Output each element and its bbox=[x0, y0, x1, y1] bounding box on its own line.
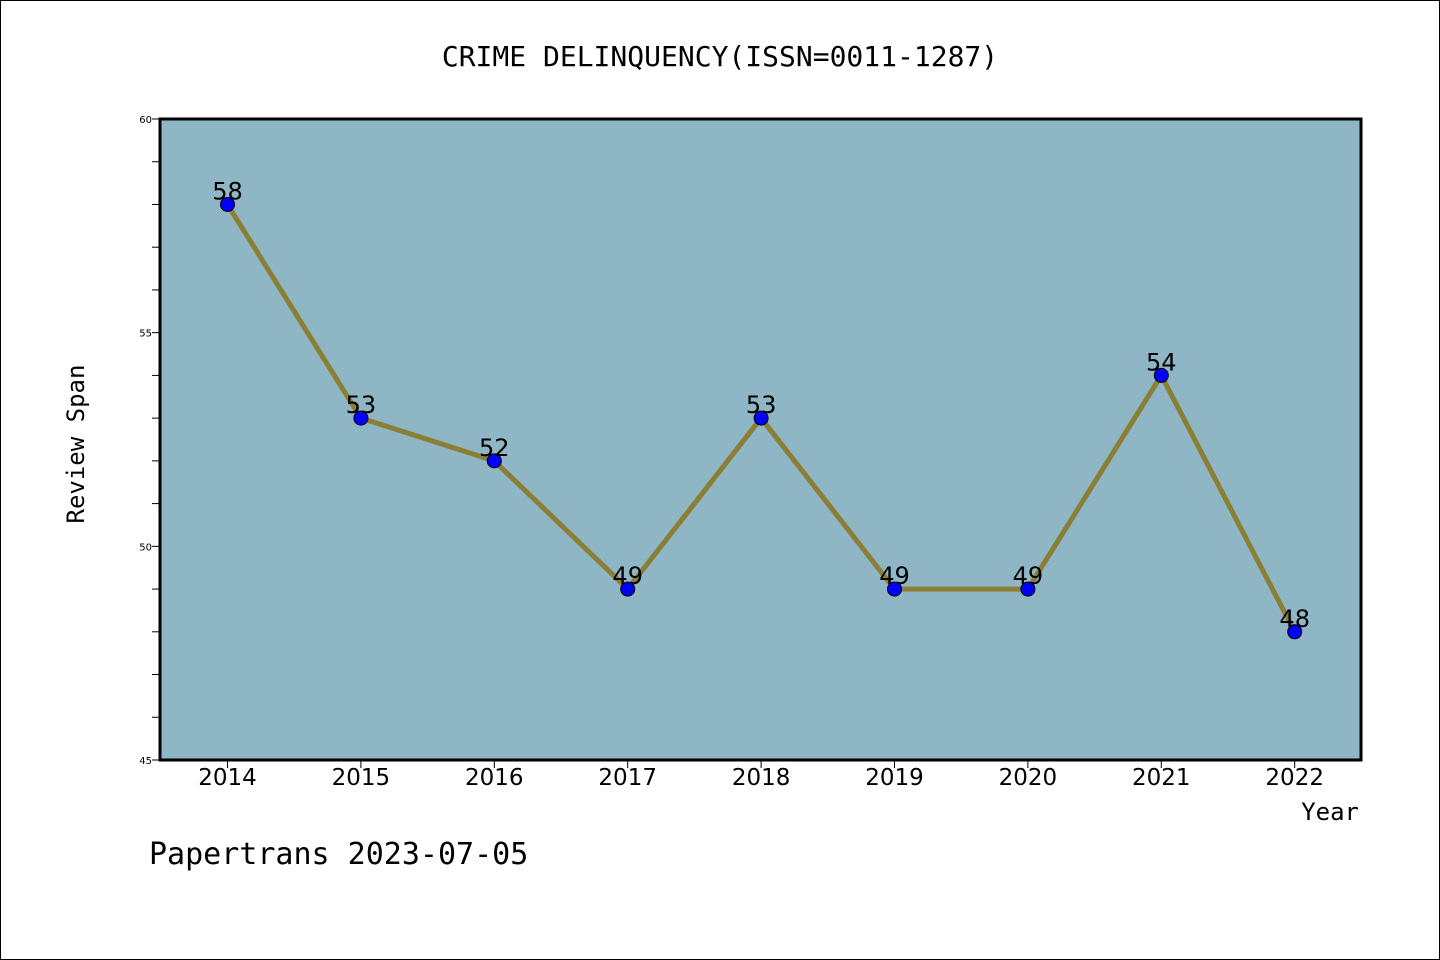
y-tick-label: 55 bbox=[139, 329, 152, 340]
x-tick-label: 2020 bbox=[999, 765, 1058, 791]
y-tick-label: 50 bbox=[139, 542, 152, 553]
chart-title: CRIME DELINQUENCY(ISSN=0011-1287) bbox=[442, 40, 998, 73]
data-label: 49 bbox=[879, 562, 910, 590]
data-label: 54 bbox=[1146, 348, 1177, 376]
x-tick-label: 2021 bbox=[1132, 765, 1191, 791]
data-label: 48 bbox=[1279, 605, 1310, 633]
x-axis-label: Year bbox=[1301, 798, 1359, 826]
x-tick-label: 2022 bbox=[1265, 765, 1324, 791]
data-point bbox=[486, 453, 502, 469]
x-axis: 2014 2015 2016 2017 2018 2019 2020 2021 2022 bbox=[198, 760, 1324, 791]
series-markers bbox=[220, 196, 1303, 640]
data-point bbox=[1153, 367, 1169, 383]
footer-text: Papertrans 2023-07-05 bbox=[149, 837, 528, 872]
data-point bbox=[887, 581, 902, 597]
x-tick-label: 2016 bbox=[465, 765, 524, 791]
x-tick-label: 2015 bbox=[332, 765, 391, 791]
x-tick-label: 2014 bbox=[198, 765, 257, 791]
data-point bbox=[1020, 581, 1036, 597]
x-tick-label: 2017 bbox=[598, 765, 657, 791]
data-label: 49 bbox=[612, 562, 643, 590]
data-label: 58 bbox=[212, 177, 243, 205]
data-point bbox=[353, 410, 369, 426]
data-point bbox=[220, 196, 235, 212]
data-point bbox=[1287, 624, 1303, 640]
data-point bbox=[620, 581, 636, 597]
y-tick-label: 45 bbox=[139, 756, 152, 767]
data-point bbox=[753, 410, 769, 426]
x-tick-label: 2019 bbox=[865, 765, 924, 791]
plot-area bbox=[158, 117, 1363, 762]
y-axis: 45 50 55 60 bbox=[139, 115, 160, 767]
data-label: 52 bbox=[479, 434, 510, 462]
data-label: 53 bbox=[346, 391, 377, 419]
data-labels: 58 53 52 49 53 49 49 54 48 bbox=[212, 177, 1310, 632]
y-axis-label: Review Span bbox=[62, 365, 90, 524]
data-label: 49 bbox=[1013, 562, 1044, 590]
data-label: 53 bbox=[746, 391, 777, 419]
y-tick-label: 60 bbox=[139, 115, 152, 126]
x-tick-label: 2018 bbox=[732, 765, 791, 791]
